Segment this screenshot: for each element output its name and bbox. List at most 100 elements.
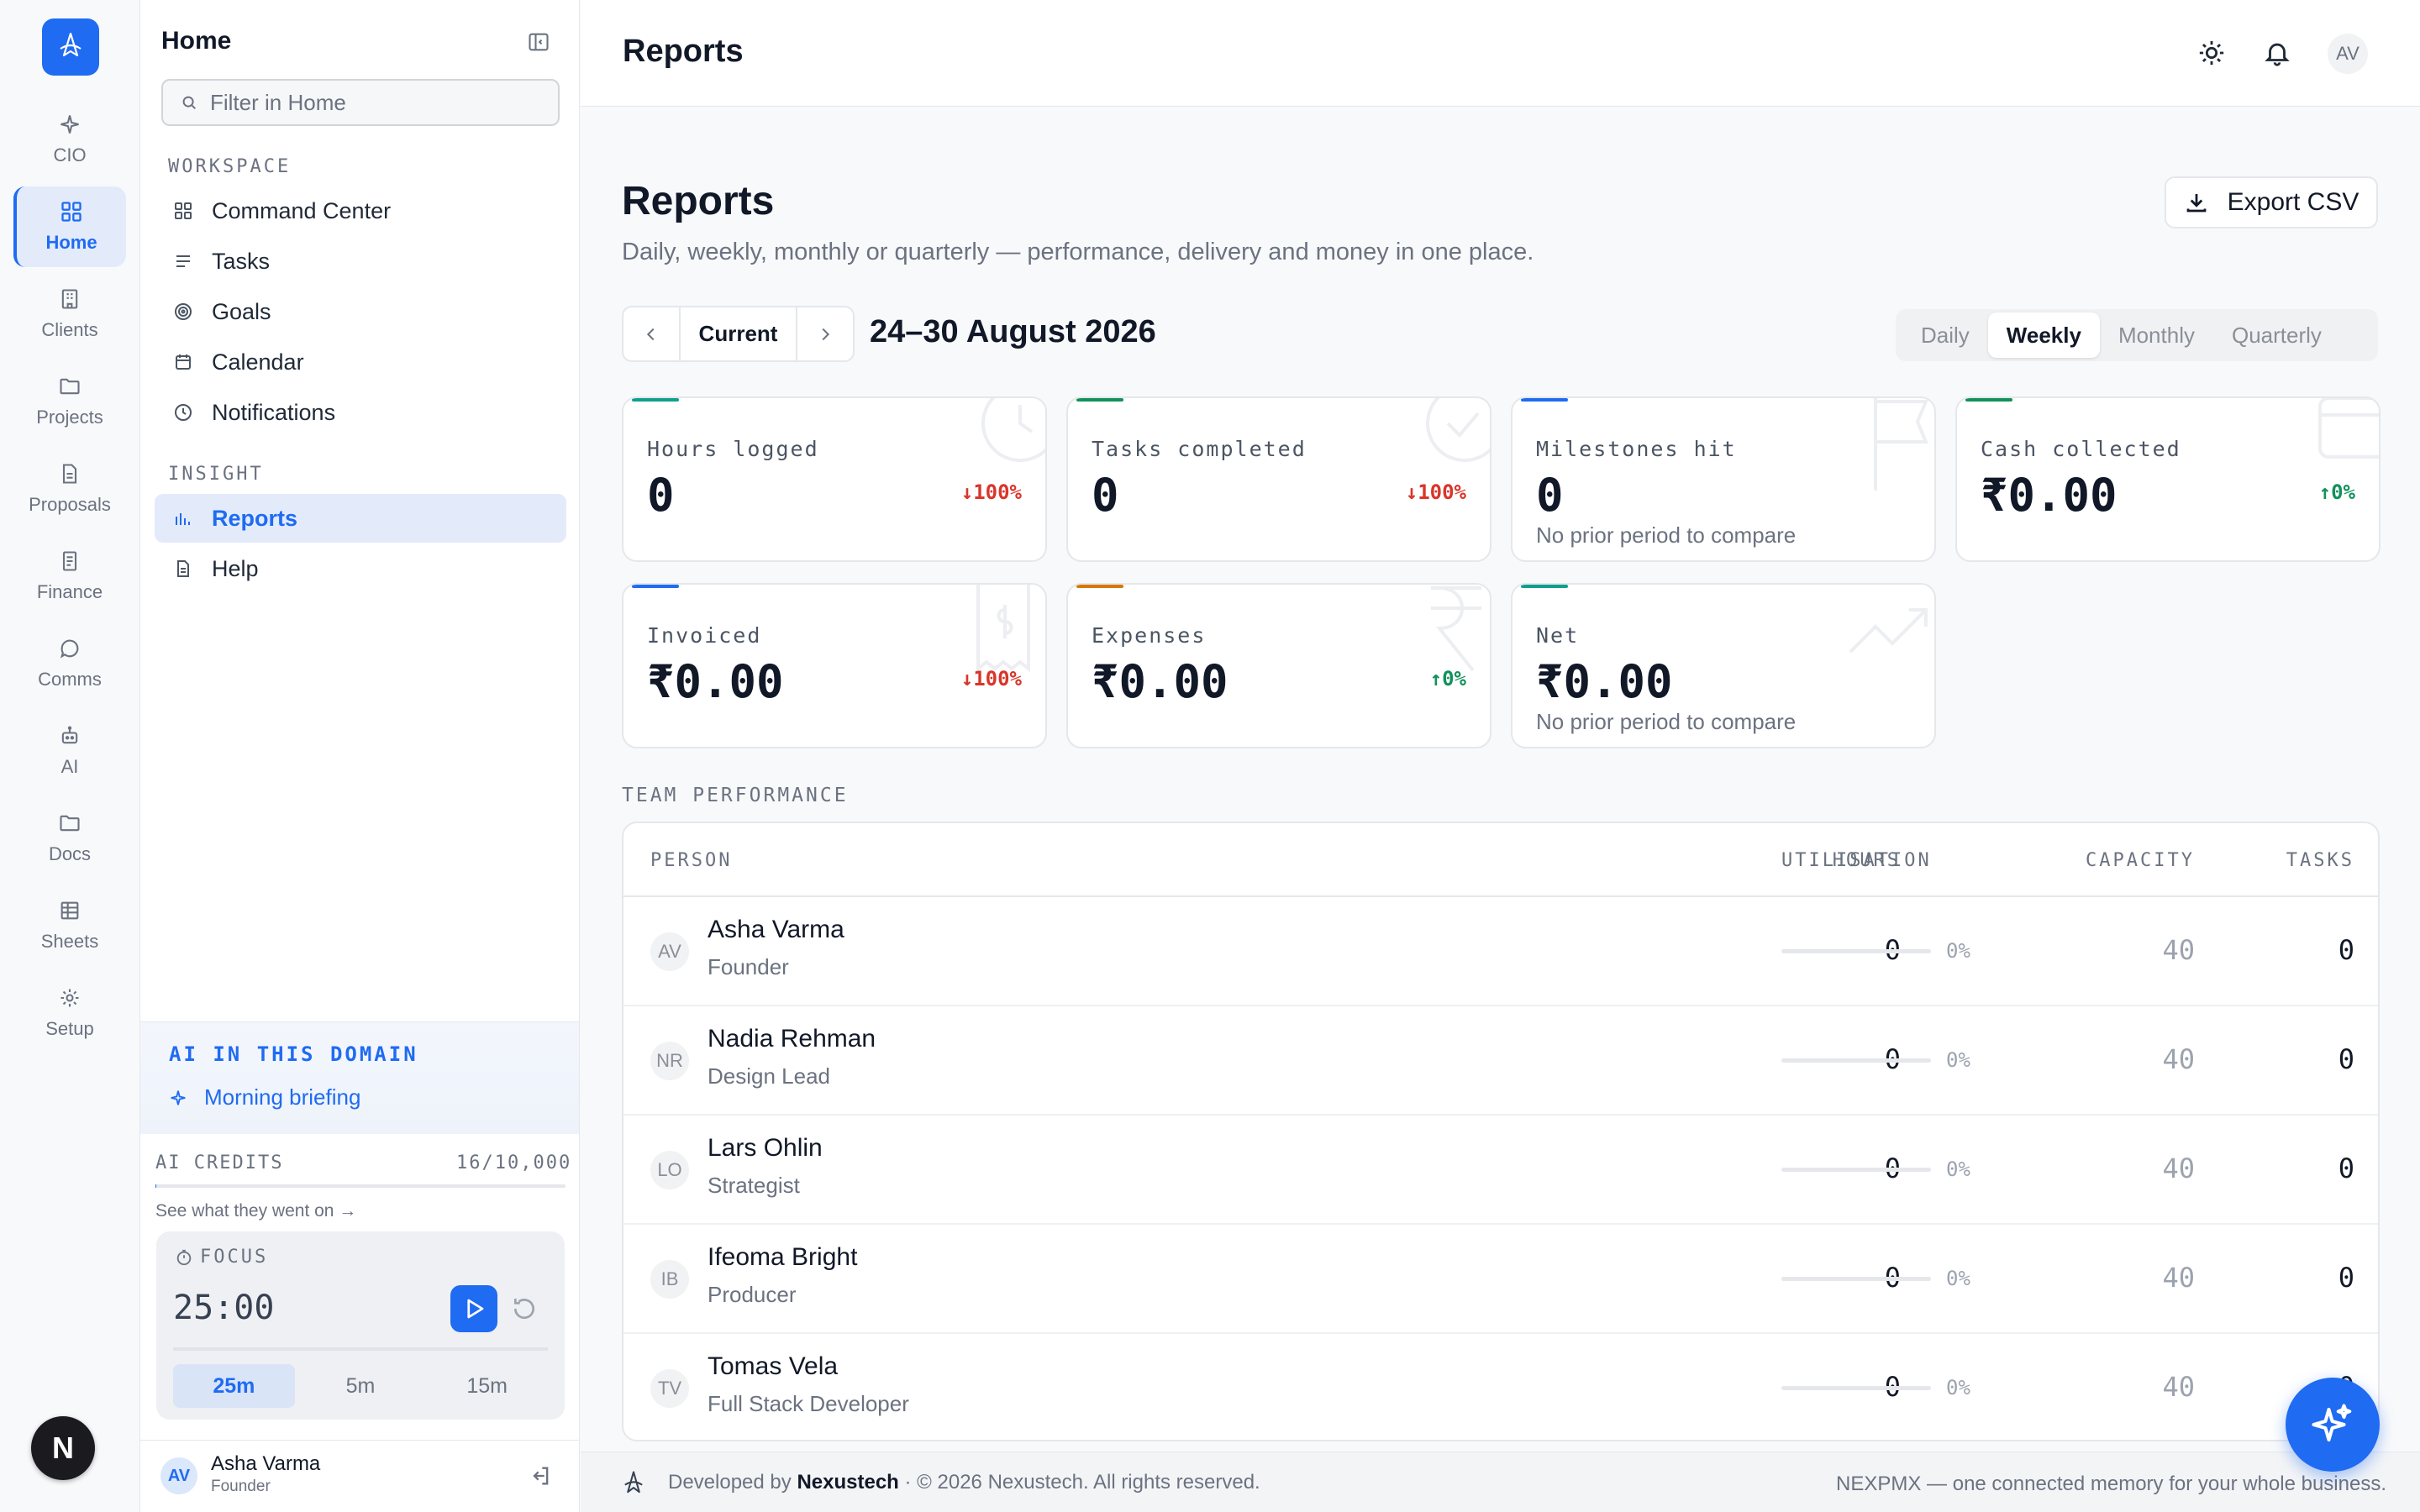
document-icon — [62, 464, 77, 484]
tasks-value: 0 — [2338, 1043, 2354, 1075]
tab-weekly[interactable]: Weekly — [1987, 312, 2100, 358]
rail-item-home[interactable]: Home — [13, 186, 126, 267]
focus-time: 25:00 — [173, 1289, 275, 1327]
sidebar-item-tasks[interactable]: Tasks — [155, 237, 566, 286]
rail-label: CIO — [53, 144, 87, 165]
rail-item-setup[interactable]: Setup — [13, 973, 126, 1053]
tab-monthly[interactable]: Monthly — [2118, 322, 2195, 348]
kpi-note: No prior period to compare — [1536, 522, 1797, 548]
utilisation-value: 0% — [1946, 1048, 1970, 1072]
rail-item-projects[interactable]: Projects — [13, 361, 126, 442]
chevron-right-icon — [822, 328, 830, 340]
previous-period-button[interactable] — [623, 307, 679, 360]
rail-item-proposals[interactable]: Proposals — [13, 449, 126, 529]
kpi-delta: ↑0% — [2318, 480, 2355, 504]
bell-icon[interactable] — [2263, 39, 2291, 67]
capacity-value: 40 — [2162, 934, 2195, 966]
table-row[interactable]: IB Ifeoma Bright Producer 0 40 0% 0 — [623, 1225, 2378, 1334]
preset-15m[interactable]: 15m — [466, 1373, 508, 1398]
sidebar-item-help[interactable]: Help — [155, 544, 566, 593]
avatar: IB — [650, 1260, 689, 1299]
credits-usage-link[interactable]: See what they went on → — [155, 1201, 357, 1221]
preset-25m[interactable]: 25m — [173, 1364, 295, 1408]
avatar: AV — [650, 932, 689, 971]
workspace-badge[interactable]: N — [31, 1416, 95, 1480]
person-name: Ifeoma Bright — [708, 1243, 858, 1271]
logout-icon[interactable] — [529, 1464, 552, 1488]
page-title: Reports — [622, 179, 775, 223]
table-header: PERSON HOURS CAPACITY UTILISATION TASKS — [623, 823, 2378, 897]
table-row[interactable]: LO Lars Ohlin Strategist 0 40 0% 0 — [623, 1116, 2378, 1225]
kpi-value: ₹0.00 — [647, 655, 784, 708]
sidebar-item-notifications[interactable]: Notifications — [155, 388, 566, 437]
kpi-delta: ↓100% — [960, 480, 1022, 504]
download-icon — [2186, 194, 2206, 213]
export-csv-button[interactable]: Export CSV — [2165, 176, 2378, 228]
rail-item-comms[interactable]: Comms — [13, 623, 126, 704]
kpi-value: 0 — [1092, 469, 1119, 522]
user-name: Asha Varma — [211, 1452, 321, 1475]
rail-label: Docs — [48, 843, 92, 864]
avatar: LO — [650, 1151, 689, 1189]
kpi-delta-value: 100% — [973, 480, 1022, 504]
focus-progress — [173, 1347, 548, 1351]
export-label: Export CSV — [2227, 188, 2360, 216]
table-row[interactable]: NR Nadia Rehman Design Lead 0 40 0% 0 — [623, 1006, 2378, 1116]
kpi-card-expenses: Expenses ₹0.00 ↑0% — [1066, 583, 1491, 748]
person-name: Asha Varma — [708, 916, 844, 943]
sidebar-item-goals[interactable]: Goals — [155, 287, 566, 336]
rail-item-ai[interactable]: AI — [13, 711, 126, 791]
table-row[interactable]: TV Tomas Vela Full Stack Developer 0 40 … — [623, 1334, 2378, 1440]
tasks-value: 0 — [2338, 934, 2354, 966]
flag-icon — [1874, 398, 1928, 491]
sidebar-title: Home — [161, 27, 232, 55]
sidebar-filter[interactable] — [161, 79, 560, 126]
preset-5m[interactable]: 5m — [345, 1373, 376, 1398]
column-hours: HOURS — [1832, 850, 1901, 871]
topbar: Reports AV — [581, 0, 2420, 107]
user-card[interactable]: AV Asha Varma Founder — [140, 1440, 579, 1512]
avatar[interactable]: AV — [2328, 34, 2368, 74]
current-period-button[interactable]: Current — [679, 307, 797, 360]
rail-item-clients[interactable]: Clients — [13, 274, 126, 354]
sun-icon[interactable] — [2197, 39, 2226, 67]
ai-credits-label: AI CREDITS — [155, 1152, 284, 1173]
reset-icon[interactable] — [511, 1295, 538, 1322]
sidebar-item-reports[interactable]: Reports — [155, 494, 566, 543]
play-button[interactable] — [450, 1285, 497, 1332]
tab-daily[interactable]: Daily — [1921, 322, 1970, 348]
timer-icon — [176, 1249, 192, 1265]
kpi-card-milestones: Milestones hit 0 No prior period to comp… — [1511, 396, 1936, 562]
footer-credit: Developed by Nexustech · © 2026 Nexustec… — [668, 1471, 1260, 1494]
utilisation-value: 0% — [1946, 1158, 1970, 1181]
table-row[interactable]: AV Asha Varma Founder 0 40 0% 0 — [623, 897, 2378, 1006]
person-role: Producer — [708, 1282, 797, 1307]
copyright: · © 2026 Nexustech. All rights reserved. — [904, 1471, 1260, 1494]
rail-item-sheets[interactable]: Sheets — [13, 885, 126, 966]
sidebar-item-calendar[interactable]: Calendar — [155, 338, 566, 386]
person-role: Founder — [708, 954, 789, 979]
column-tasks: TASKS — [2286, 850, 2354, 871]
collapse-sidebar-icon[interactable] — [527, 30, 550, 54]
ai-credits-bar — [155, 1184, 566, 1188]
app-logo[interactable] — [42, 18, 99, 76]
rail-item-docs[interactable]: Docs — [13, 798, 126, 879]
morning-briefing-link[interactable]: Morning briefing — [169, 1084, 360, 1110]
sidebar-item-command-center[interactable]: Command Center — [155, 186, 566, 235]
trend-up-icon — [1849, 608, 1928, 654]
tasks-value: 0 — [2338, 1262, 2354, 1294]
rail-item-cio[interactable]: CIO — [13, 99, 126, 180]
kpi-delta-value: 100% — [973, 667, 1022, 690]
period-toggle: Daily Weekly Monthly Quarterly — [1896, 309, 2378, 361]
company-link[interactable]: Nexustech — [797, 1471, 899, 1494]
next-period-button[interactable] — [797, 307, 853, 360]
rail-label: Comms — [38, 669, 102, 690]
filter-input[interactable] — [210, 89, 529, 116]
robot-icon — [61, 726, 78, 744]
rail-item-finance[interactable]: Finance — [13, 536, 126, 617]
kpi-card-tasks: Tasks completed 0 ↓100% — [1066, 396, 1491, 562]
ai-assistant-button[interactable] — [2286, 1378, 2380, 1472]
tab-quarterly[interactable]: Quarterly — [2231, 322, 2322, 348]
morning-briefing-label: Morning briefing — [204, 1084, 361, 1110]
gear-icon — [60, 989, 79, 1007]
